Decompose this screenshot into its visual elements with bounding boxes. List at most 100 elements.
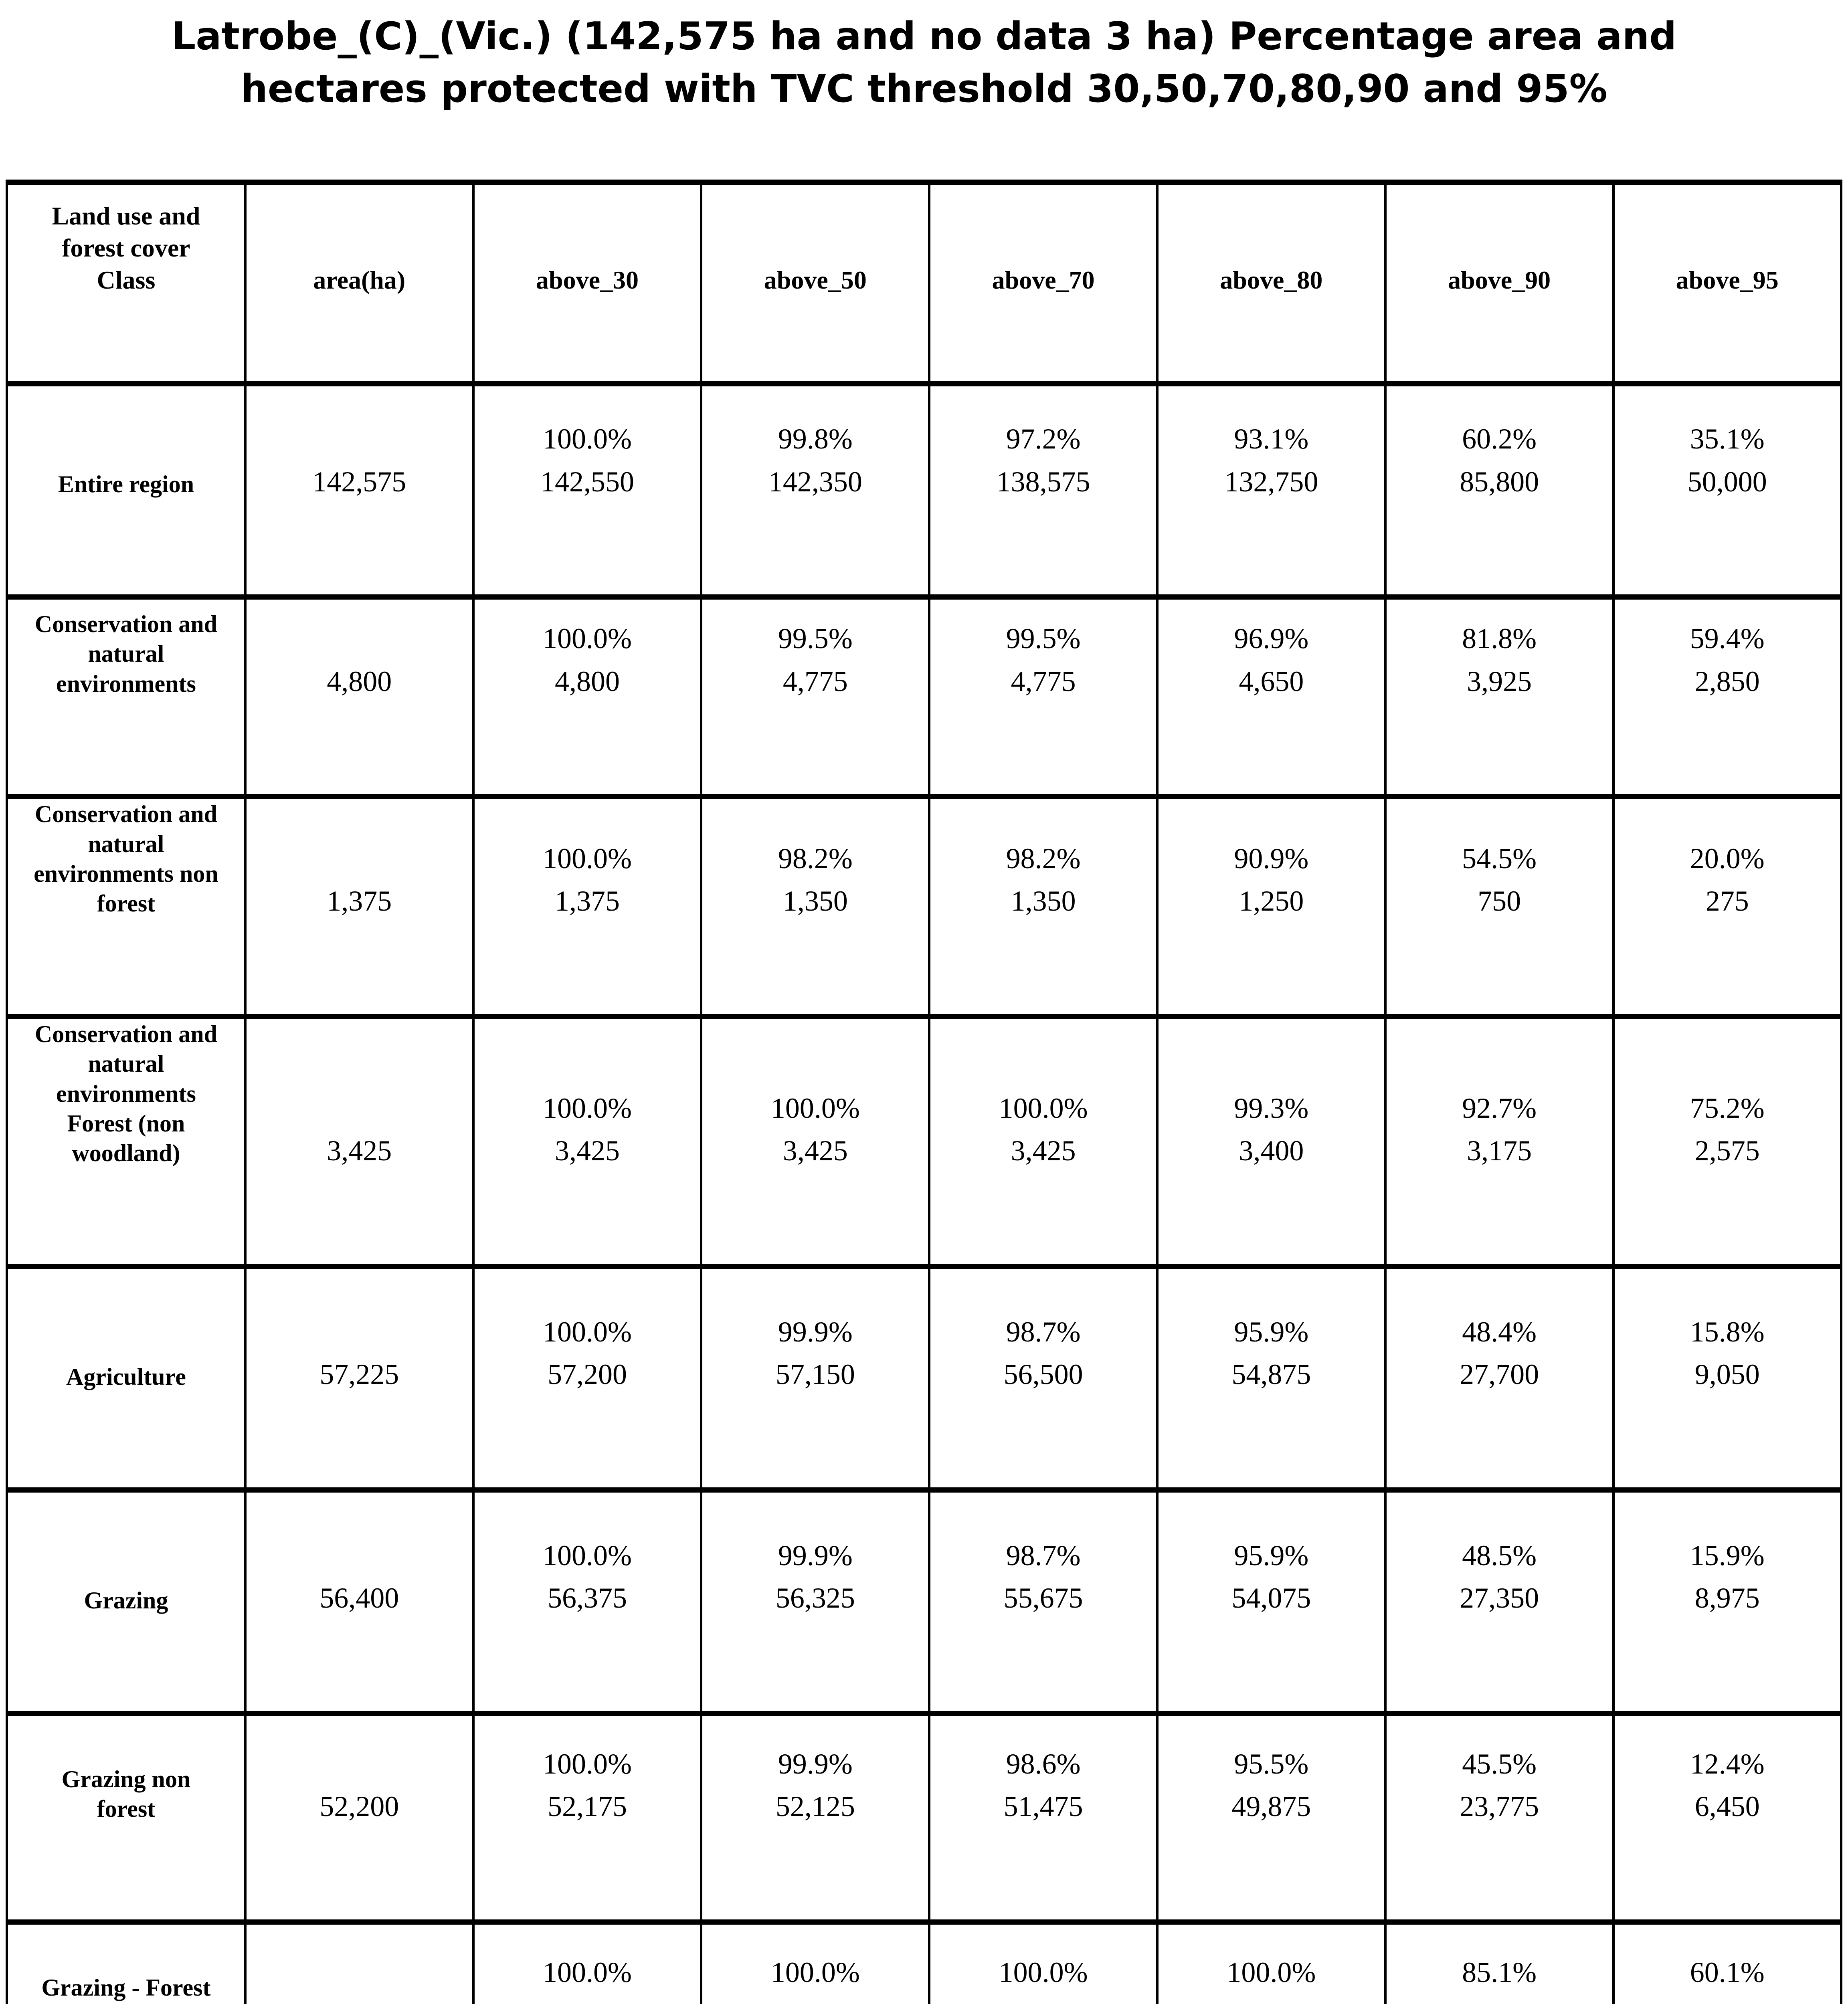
column-header: above_30: [472, 180, 703, 387]
hectares-value: 57,150: [775, 1358, 855, 1391]
threshold-cell: 100.0% 56,375: [472, 1487, 703, 1716]
hectares-value: 27,700: [1460, 1358, 1539, 1391]
hectares-value: 4,200: [1166, 1998, 1377, 2004]
class-cell: Entire region: [6, 381, 247, 600]
table-row: Grazing 56,400 100.0% 56,375 99.9% 56,325 98.7…: [6, 1487, 1843, 1716]
threshold-cell: 12.4% 6,450: [1612, 1711, 1843, 1925]
threshold-cell: 100.0% 3,425: [700, 1014, 931, 1269]
hectares-value: 4,775: [1011, 665, 1076, 697]
percent-value: 100.0%: [1227, 1956, 1316, 1988]
hectares-value: 3,925: [1467, 665, 1532, 697]
percent-value: 99.5%: [1006, 622, 1081, 655]
hectares-value: 54,075: [1231, 1582, 1311, 1614]
hectares-value: 3,425: [1011, 1135, 1076, 1167]
percent-value: 81.8%: [1462, 622, 1537, 655]
hectares-value: 142,350: [768, 465, 862, 498]
hectares-value: 27,350: [1460, 1582, 1539, 1614]
threshold-cell: 98.7% 56,500: [928, 1263, 1159, 1493]
threshold-cell: 100.0% 4,200: [700, 1919, 931, 2004]
hectares-value: 3,575: [1394, 1998, 1605, 2004]
threshold-cell: 97.2% 138,575: [928, 381, 1159, 600]
threshold-cell: 99.5% 4,775: [928, 594, 1159, 800]
threshold-cell: 75.2% 2,575: [1612, 1014, 1843, 1269]
threshold-cell: 100.0% 52,175: [472, 1711, 703, 1925]
percent-value: 100.0%: [999, 1092, 1088, 1124]
percent-value: 48.5%: [1462, 1539, 1537, 1572]
percent-value: 54.5%: [1462, 842, 1537, 875]
hectares-value: 138,575: [996, 465, 1090, 498]
percent-value: 99.5%: [778, 622, 853, 655]
hectares-value: 49,875: [1231, 1790, 1311, 1823]
percent-value: 99.3%: [1234, 1092, 1309, 1124]
percent-value: 75.2%: [1690, 1092, 1765, 1124]
percent-value: 96.9%: [1234, 622, 1309, 655]
percent-value: 100.0%: [543, 1539, 632, 1572]
hectares-value: 9,050: [1694, 1358, 1760, 1391]
percent-value: 95.5%: [1234, 1747, 1309, 1780]
percent-value: 12.4%: [1690, 1747, 1765, 1780]
threshold-cell: 100.0% 3,425: [472, 1014, 703, 1269]
hectares-value: 2,850: [1694, 665, 1760, 697]
percent-value: 100.0%: [999, 1956, 1088, 1988]
hectares-value: 23,775: [1460, 1790, 1539, 1823]
class-cell: Agriculture: [6, 1263, 247, 1493]
threshold-cell: 48.4% 27,700: [1384, 1263, 1615, 1493]
hectares-value: 1,350: [782, 885, 848, 917]
threshold-cell: 20.0% 275: [1612, 794, 1843, 1019]
hectares-value: 2,525: [1622, 1998, 1833, 2004]
percent-value: 95.9%: [1234, 1539, 1309, 1572]
page-title-line1: Latrobe_(C)_(Vic.) (142,575 ha and no da…: [171, 14, 1677, 59]
percent-value: 35.1%: [1690, 423, 1765, 455]
threshold-cell: 92.7% 3,175: [1384, 1014, 1615, 1269]
percent-value: 98.7%: [1006, 1539, 1081, 1572]
column-header: above_70: [928, 180, 1159, 387]
hectares-value: 4,200: [482, 1998, 693, 2004]
percent-value: 97.2%: [1006, 423, 1081, 455]
table-row: Grazing non forest 52,200 100.0% 52,175 99.9…: [6, 1711, 1843, 1925]
threshold-cell: 35.1% 50,000: [1612, 381, 1843, 600]
threshold-cell: 100.0% 4,200: [472, 1919, 703, 2004]
table-row: Conservation and natural environments no…: [6, 794, 1843, 1019]
threshold-cell: 99.3% 3,400: [1156, 1014, 1387, 1269]
area-cell: 1,375: [244, 794, 475, 1019]
hectares-value: 57,200: [548, 1358, 627, 1391]
percent-value: 98.2%: [1006, 842, 1081, 875]
column-header: above_50: [700, 180, 931, 387]
threshold-cell: 59.4% 2,850: [1612, 594, 1843, 800]
percent-value: 60.2%: [1462, 423, 1537, 455]
hectares-value: 3,425: [555, 1135, 620, 1167]
hectares-value: 51,475: [1003, 1790, 1083, 1823]
column-header: above_80: [1156, 180, 1387, 387]
percent-value: 100.0%: [543, 423, 632, 455]
percent-value: 99.9%: [778, 1539, 853, 1572]
column-header: area(ha): [244, 180, 475, 387]
percent-value: 100.0%: [543, 1092, 632, 1124]
threshold-cell: 98.6% 51,475: [928, 1711, 1159, 1925]
hectares-value: 4,200: [710, 1998, 921, 2004]
hectares-value: 4,200: [938, 1998, 1149, 2004]
threshold-cell: 45.5% 23,775: [1384, 1711, 1615, 1925]
threshold-cell: 100.0% 142,550: [472, 381, 703, 600]
threshold-cell: 90.9% 1,250: [1156, 794, 1387, 1019]
table-row: Conservation and natural environments 4,8…: [6, 594, 1843, 800]
column-header: Land use and forest cover Class: [6, 180, 247, 387]
threshold-cell: 85.1% 3,575: [1384, 1919, 1615, 2004]
percent-value: 15.9%: [1690, 1539, 1765, 1572]
percent-value: 99.9%: [778, 1315, 853, 1348]
threshold-cell: 93.1% 132,750: [1156, 381, 1387, 600]
hectares-value: 3,400: [1239, 1135, 1304, 1167]
table-row: Grazing - Forest (non woodland)4,200100.…: [6, 1919, 1843, 2004]
percent-value: 100.0%: [543, 1956, 632, 1988]
hectares-value: 85,800: [1460, 465, 1539, 498]
table-body: Entire region 142,575 100.0% 142,550 99.8% 14…: [6, 381, 1843, 2004]
table-header-row: Land use and forest cover Class area(ha) a…: [6, 180, 1843, 387]
threshold-cell: 15.9% 8,975: [1612, 1487, 1843, 1716]
percent-value: 85.1%: [1462, 1956, 1537, 1988]
hectares-value: 54,875: [1231, 1358, 1311, 1391]
threshold-cell: 54.5% 750: [1384, 794, 1615, 1019]
area-cell: 56,400: [244, 1487, 475, 1716]
threshold-cell: 99.9% 57,150: [700, 1263, 931, 1493]
threshold-cell: 100.0% 3,425: [928, 1014, 1159, 1269]
percent-value: 59.4%: [1690, 622, 1765, 655]
hectares-value: 3,425: [782, 1135, 848, 1167]
